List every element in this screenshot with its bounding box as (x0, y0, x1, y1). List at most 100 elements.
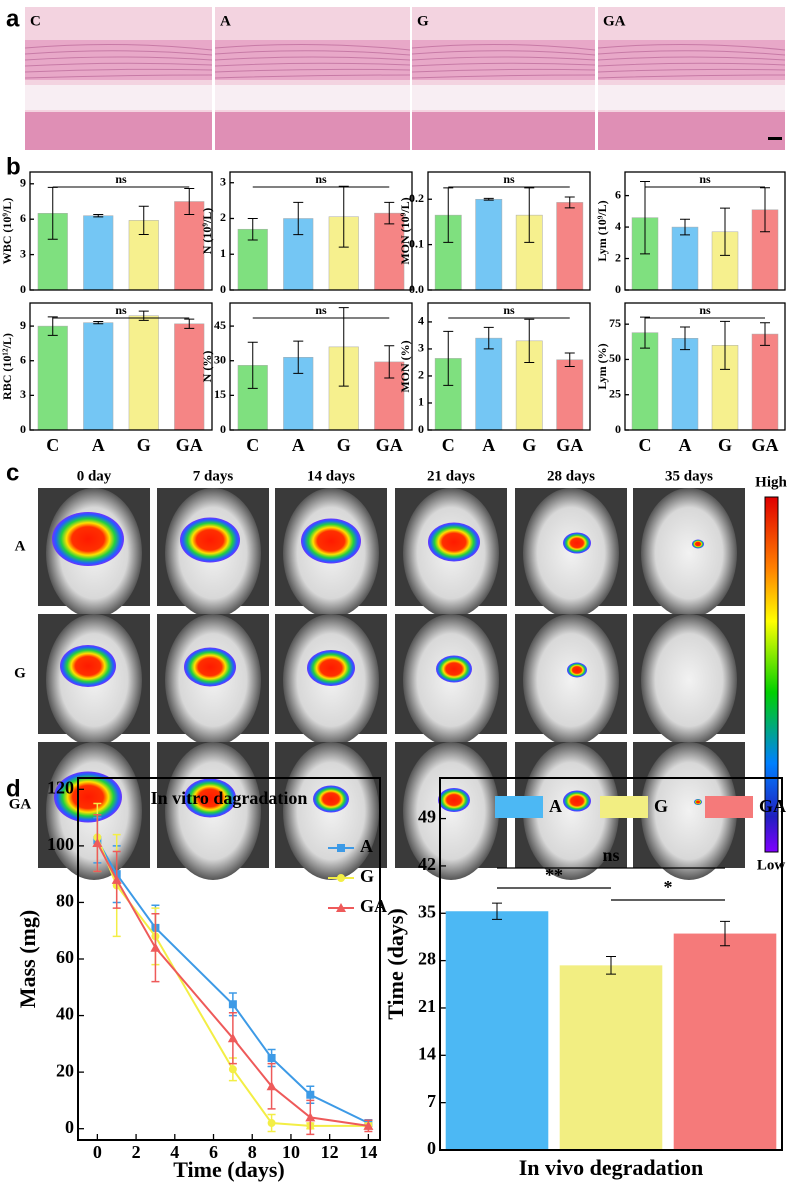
x-tick-label: A (482, 435, 495, 455)
y-tick-label: 35 (418, 901, 436, 921)
legend-label: A (360, 836, 373, 856)
y-tick-label: 0 (20, 422, 26, 436)
x-tick-label: A (292, 435, 305, 455)
error-bar (524, 318, 535, 363)
marker (111, 874, 122, 884)
bar (671, 338, 699, 431)
mouse-image (157, 742, 269, 880)
significance: ** (545, 865, 563, 885)
legend-label: A (549, 796, 562, 816)
marker (266, 1081, 277, 1091)
marker (227, 1033, 238, 1043)
fiber (411, 56, 596, 61)
marker (337, 844, 345, 852)
signal (563, 532, 591, 554)
x-tick-label: C (639, 435, 652, 455)
mouse-image (157, 488, 269, 618)
y-tick-label: 30 (214, 352, 226, 366)
signal (52, 512, 124, 566)
fiber (214, 74, 411, 79)
error-bar (564, 196, 575, 209)
mouse-body (641, 742, 737, 880)
y-axis-label: MON (%) (398, 340, 412, 392)
legend-swatch (495, 796, 543, 818)
x-tick-label: C (246, 435, 259, 455)
histology-image (214, 7, 411, 150)
error-bar (640, 180, 650, 255)
legend-swatch (600, 796, 648, 818)
y-tick-label: 15 (214, 387, 226, 401)
x-tick-label: 12 (321, 1142, 339, 1162)
bar (556, 359, 584, 431)
y-tick-label: 0 (65, 1117, 74, 1137)
plot-frame (29, 171, 213, 291)
y-tick-label: 0 (220, 422, 226, 436)
error-bar (338, 307, 349, 387)
error-bar (640, 316, 650, 349)
error-bar (384, 201, 395, 225)
error-bar (492, 902, 502, 920)
y-tick-label: 120 (47, 777, 74, 797)
bar (445, 911, 549, 1150)
mouse-body (523, 742, 619, 880)
x-tick-label: GA (176, 435, 203, 455)
significance: ns (115, 172, 127, 186)
x-tick-label: 8 (248, 1142, 257, 1162)
error-bar (93, 213, 104, 218)
error-bar (47, 316, 58, 336)
x-tick-label: G (718, 435, 732, 455)
x-tick-label: G (137, 435, 151, 455)
error-bar (680, 218, 690, 236)
fat (215, 85, 410, 110)
y-tick-label: 0.2 (409, 191, 424, 205)
y-axis-label: Lym (10⁹/L) (595, 200, 609, 261)
error-bar (293, 201, 304, 236)
signal (438, 788, 470, 812)
muscle (412, 112, 595, 150)
y-axis-label: N (%) (200, 351, 214, 383)
mouse-body (641, 488, 737, 618)
error-bar (443, 187, 454, 243)
fat (25, 85, 212, 110)
y-tick-label: 100 (47, 834, 74, 854)
y-tick-label: 1 (220, 246, 226, 260)
day-label: 0 day (77, 468, 112, 484)
plot-frame (29, 302, 213, 431)
scale-high: High (755, 474, 787, 490)
fiber (214, 50, 411, 56)
bar (475, 337, 503, 431)
signal (436, 655, 472, 683)
panel-label: b (6, 153, 21, 180)
error-bar (247, 217, 258, 241)
marker (306, 1090, 315, 1099)
y-tick-label: 42 (418, 854, 436, 874)
error-bar (760, 322, 770, 346)
bar (673, 933, 777, 1150)
color-bar (764, 496, 779, 853)
y-tick-label: 14 (418, 1043, 436, 1063)
marker (336, 903, 346, 912)
bar (37, 325, 68, 431)
signal (184, 647, 236, 687)
y-tick-label: 6 (615, 187, 621, 201)
histology-label: A (220, 13, 231, 29)
y-tick-label: 28 (418, 949, 436, 969)
fiber (597, 50, 786, 56)
significance: ns (503, 172, 515, 186)
fiber (214, 68, 411, 73)
signal (692, 539, 704, 549)
chart-title: In vitro dagradation (151, 788, 308, 808)
x-tick-label: 2 (132, 1142, 141, 1162)
marker (228, 1000, 237, 1009)
histology-image (597, 7, 786, 150)
error-bar (184, 318, 195, 329)
error-bar (680, 326, 690, 351)
error-bar (483, 326, 494, 350)
mouse-image (633, 614, 745, 746)
y-tick-label: 25 (609, 386, 621, 400)
x-tick-label: 4 (170, 1142, 179, 1162)
y-tick-label: 7 (427, 1091, 436, 1111)
bar (128, 315, 159, 431)
error-bar (93, 320, 104, 325)
